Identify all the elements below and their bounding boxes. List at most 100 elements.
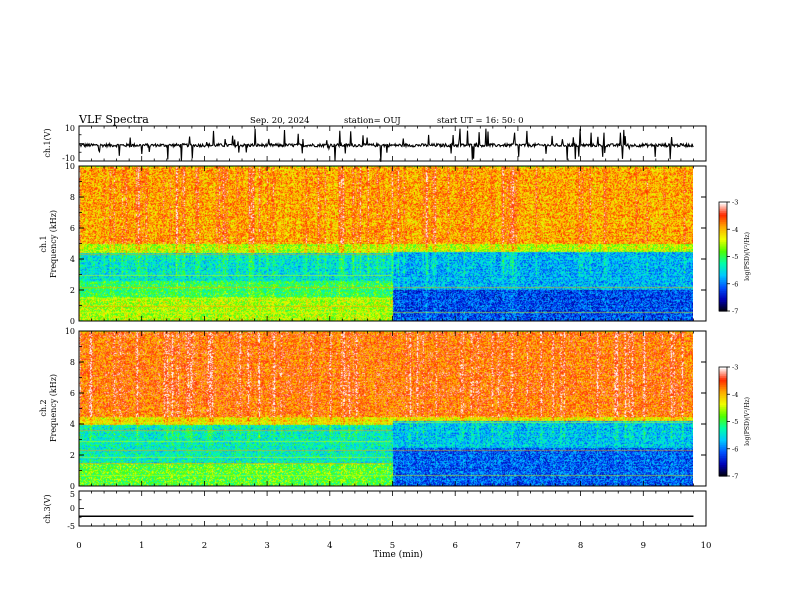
ch3-ytick-top: 5 xyxy=(70,490,75,499)
colorbar-segment xyxy=(719,452,727,455)
time-tick-label: 2 xyxy=(202,541,207,551)
time-tick-label: 0 xyxy=(76,541,81,551)
colorbar-tick-label: -5 xyxy=(732,253,738,261)
colorbar-segment xyxy=(719,392,727,395)
colorbar-tick-label: -7 xyxy=(732,308,738,316)
ch2-spec-ylabel-line1: ch.2 xyxy=(39,399,48,416)
colorbar-segment xyxy=(719,377,727,381)
colorbar-segment xyxy=(719,381,727,384)
colorbar-segment xyxy=(719,283,727,287)
ch2-spectrogram-panel: 0 2 4 6 8 10 ch.2 Frequency (kHz) xyxy=(39,327,707,491)
colorbar-segment xyxy=(719,285,727,288)
ch1-spectrogram-panel: 0 2 4 6 8 10 ch.1 Frequency (kHz) xyxy=(39,162,707,326)
colorbar-segment xyxy=(719,214,727,218)
colorbar-segment xyxy=(719,379,727,383)
colorbar-segment xyxy=(719,223,727,227)
colorbar-segment xyxy=(719,428,727,432)
colorbar-segment xyxy=(719,372,727,375)
colorbar-segment xyxy=(719,265,727,268)
colorbar-segment xyxy=(719,254,727,258)
colorbar-segment xyxy=(719,426,727,430)
colorbar-segment xyxy=(719,417,727,421)
time-tick-label: 3 xyxy=(264,541,269,551)
colorbar-segment xyxy=(719,274,727,278)
colorbar-segment xyxy=(719,432,727,435)
colorbar-segment xyxy=(719,397,727,401)
colorbar-segment xyxy=(719,258,727,261)
colorbar-segment xyxy=(719,403,727,406)
colorbar-segment xyxy=(719,416,727,419)
ch3-ylabel: ch.3(V) xyxy=(43,494,52,523)
time-tick-label: 6 xyxy=(452,541,457,551)
colorbar-segment xyxy=(719,390,727,394)
colorbar-segment xyxy=(719,207,727,210)
colorbar-segment xyxy=(719,412,727,415)
spec-ytick-label: 10 xyxy=(65,327,75,336)
colorbar-segment xyxy=(719,202,727,205)
colorbar-segment xyxy=(719,203,727,207)
colorbar-segment xyxy=(719,408,727,412)
colorbar-segment xyxy=(719,465,727,468)
colorbar-segment xyxy=(719,457,727,461)
colorbar-segment xyxy=(719,396,727,399)
time-tick-label: 5 xyxy=(390,541,395,551)
ch1-spec-ylabel-line2: Frequency (kHz) xyxy=(49,210,58,278)
colorbar-segment xyxy=(719,291,727,294)
colorbar-segment xyxy=(719,267,727,270)
colorbar-segment xyxy=(719,405,727,408)
colorbar-segment xyxy=(719,386,727,390)
colorbar-segment xyxy=(719,414,727,417)
colorbar-segment xyxy=(719,221,727,225)
spec-ytick-label: 6 xyxy=(70,224,75,233)
time-tick-label: 9 xyxy=(641,541,646,551)
colorbar-segment xyxy=(719,468,727,472)
colorbar-tick-label: -4 xyxy=(732,391,738,399)
spec-ytick-label: 4 xyxy=(70,420,75,429)
colorbar-segment xyxy=(719,218,727,221)
colorbar-segment xyxy=(719,281,727,285)
colorbar-segment xyxy=(719,454,727,457)
colorbar-segment xyxy=(719,446,727,450)
figure-title: VLF Spectra xyxy=(78,113,149,126)
colorbar-segment xyxy=(719,394,727,397)
time-axis-label: Time (min) xyxy=(373,549,423,560)
colorbar-segment xyxy=(719,276,727,279)
colorbar-tick-label: -7 xyxy=(732,473,738,481)
spec-ytick-label: 2 xyxy=(70,286,75,295)
ch3-ytick-bottom: -5 xyxy=(67,522,75,531)
colorbar-segment xyxy=(719,307,727,310)
colorbar-segment xyxy=(719,367,727,370)
colorbar-label: log(PSD)(V²/Hz) xyxy=(744,397,751,446)
colorbar-segment xyxy=(719,240,727,243)
time-tick-label: 1 xyxy=(139,541,144,551)
colorbar-segment xyxy=(719,466,727,470)
time-tick-label: 10 xyxy=(701,541,712,551)
colorbar-segment xyxy=(719,448,727,452)
colorbar-segment xyxy=(719,251,727,254)
colorbar-segment xyxy=(719,225,727,229)
ch1-ylabel: ch.1(V) xyxy=(43,128,52,157)
ch2-spectrogram-yticks: 0 2 4 6 8 10 xyxy=(65,327,706,491)
colorbar-segment xyxy=(719,450,727,453)
colorbar-segment xyxy=(719,470,727,473)
spec-ytick-label: 8 xyxy=(70,193,75,202)
colorbar-tick-label: -3 xyxy=(732,199,738,207)
colorbar-segment xyxy=(719,423,727,426)
colorbar-segment xyxy=(719,232,727,236)
colorbar-segment xyxy=(719,425,727,428)
colorbar-segment xyxy=(719,256,727,259)
colorbar-tick-label: -3 xyxy=(732,364,738,372)
colorbar-segment xyxy=(719,278,727,281)
colorbar-segment xyxy=(719,419,727,423)
colorbar-segment xyxy=(719,430,727,433)
date-label: Sep. 20, 2024 xyxy=(250,116,310,126)
colorbar-segment xyxy=(719,216,727,219)
ch2-spectrogram-image xyxy=(79,331,693,486)
colorbar-segment xyxy=(719,231,727,234)
colorbar-segment xyxy=(719,289,727,292)
time-tick-label: 8 xyxy=(578,541,583,551)
colorbar-segment xyxy=(719,229,727,232)
time-axis: 0 1 2 3 4 5 6 7 8 9 10 xyxy=(76,125,712,551)
ch3-ytick-mid: 0 xyxy=(70,504,75,513)
colorbar-segment xyxy=(719,441,727,444)
